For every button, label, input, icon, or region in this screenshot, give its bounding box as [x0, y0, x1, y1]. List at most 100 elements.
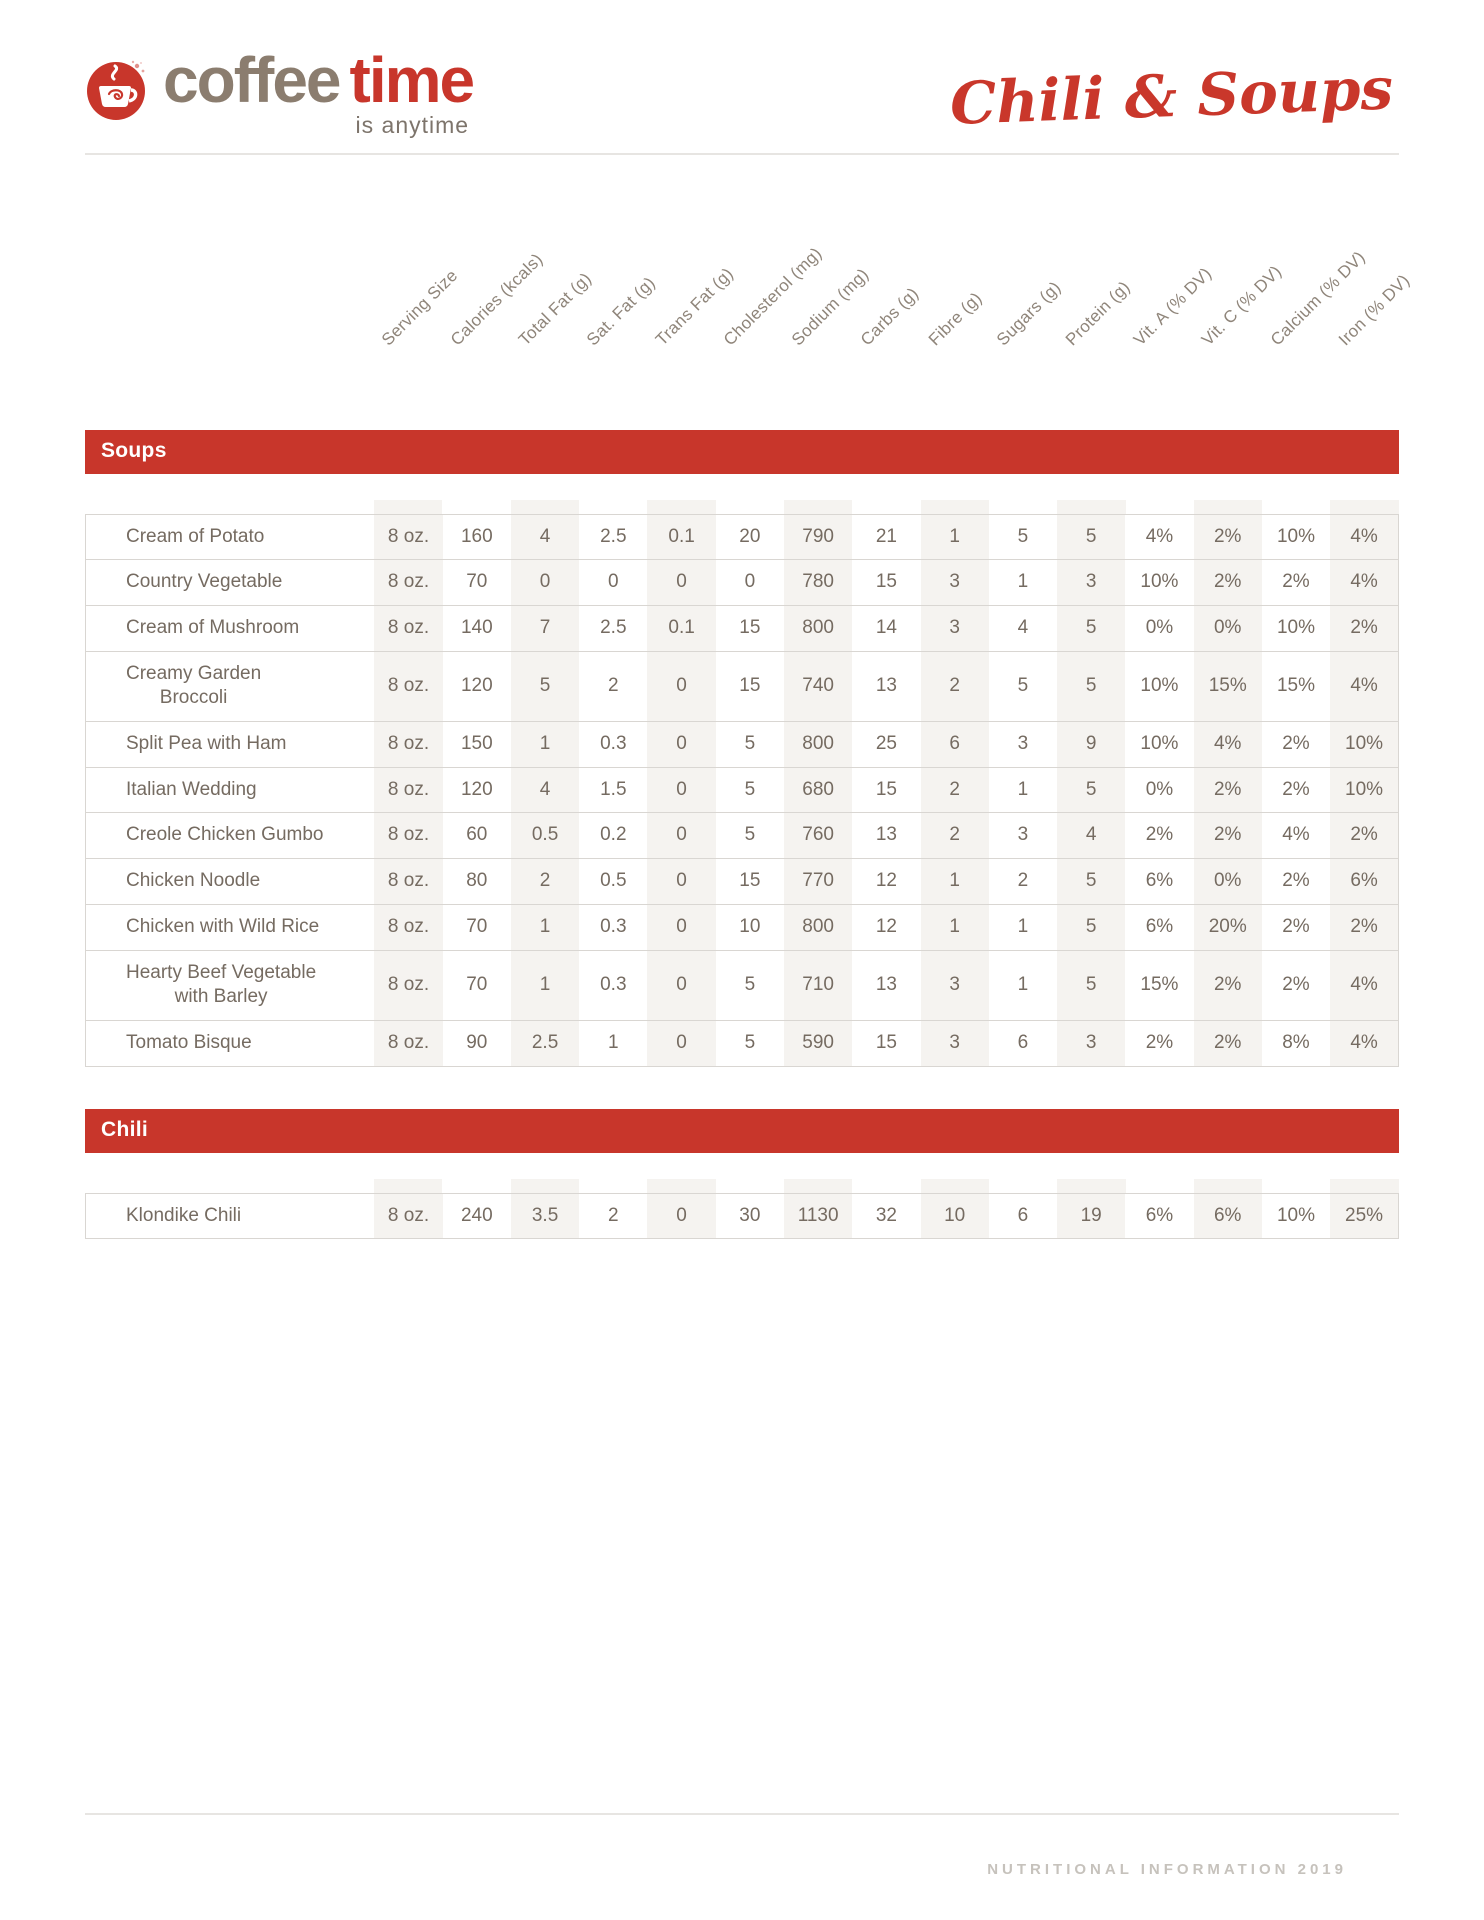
column-header-protein-g: Protein (g): [1061, 277, 1134, 349]
stripe-cell: [783, 1178, 853, 1193]
value-cell: 5: [1057, 858, 1126, 905]
item-name: Split Pea with Ham: [126, 733, 287, 755]
item-name-cell: Chicken with Wild Rice: [85, 903, 375, 951]
value-cell: 1: [988, 559, 1058, 607]
value-cell: 770: [783, 858, 853, 905]
column-header-fibre-g: Fibre (g): [924, 288, 986, 349]
value-cell: 2.5: [579, 605, 648, 652]
value-cell: 2: [920, 650, 989, 723]
value-cell: 150: [442, 721, 511, 768]
value-cell: 4%: [1330, 949, 1399, 1021]
value-cell: 0: [647, 766, 716, 814]
value-cell: 10%: [1125, 721, 1194, 768]
item-name: Hearty Beef Vegetable with Barley: [126, 961, 317, 1008]
value-cell: 680: [783, 766, 853, 814]
column-stripes: [85, 1178, 1399, 1193]
value-cell: 10: [715, 903, 784, 951]
value-cell: 5: [1057, 903, 1126, 951]
value-cell: 5: [1057, 513, 1126, 561]
section-banner-soups: Soups: [85, 429, 1399, 474]
stripe-cell: [852, 500, 920, 514]
logo-word-coffee: coffee: [163, 44, 341, 116]
logo-text: coffee time is anytime: [163, 48, 475, 137]
value-cell: 4: [510, 766, 580, 814]
sections: Soups Cream of Potato 8 oz. 160 4 2.5 0.1 20 79…: [85, 429, 1399, 1240]
value-cell: 6%: [1125, 858, 1194, 905]
item-name-cell: Cream of Mushroom: [85, 605, 375, 652]
value-cell: 5: [715, 766, 784, 814]
section-banner-chili: Chili: [85, 1108, 1399, 1153]
value-cell: 10%: [1261, 513, 1331, 561]
value-cell: 2%: [1261, 559, 1331, 607]
value-cell: 8 oz.: [374, 766, 443, 814]
value-cell: 60: [442, 812, 511, 860]
value-cell: 8 oz.: [374, 650, 443, 723]
stripe-cell: [1193, 1178, 1263, 1193]
table-row: Chicken Noodle 8 oz. 80 2 0.5 0 15 770 12 1 2 5 6% 0%…: [85, 858, 1399, 905]
value-cell: 1: [988, 903, 1058, 951]
item-name-cell: Italian Wedding: [85, 766, 375, 814]
table-row: Cream of Potato 8 oz. 160 4 2.5 0.1 20 790 21 1 5 5…: [85, 513, 1399, 561]
value-cell: 2%: [1261, 858, 1331, 905]
value-cell: 10%: [1330, 766, 1399, 814]
value-cell: 8 oz.: [374, 1192, 443, 1240]
column-header-sugars-g: Sugars (g): [993, 277, 1065, 349]
value-cell: 740: [783, 650, 853, 723]
value-cell: 0.3: [579, 721, 648, 768]
column-stripes: [85, 499, 1399, 514]
item-name-cell: Country Vegetable: [85, 559, 375, 607]
value-cell: 0.2: [579, 812, 648, 860]
table-row: Cream of Mushroom 8 oz. 140 7 2.5 0.1 15 800 14 3…: [85, 605, 1399, 652]
value-cell: 25: [852, 721, 921, 768]
value-cell: 1: [510, 903, 580, 951]
value-cell: 0.3: [579, 949, 648, 1021]
value-cell: 3: [1057, 1019, 1126, 1067]
value-cell: 15%: [1125, 949, 1194, 1021]
value-cell: 1: [920, 513, 989, 561]
item-name-cell: Klondike Chili: [85, 1192, 375, 1240]
value-cell: 20%: [1193, 903, 1262, 951]
value-cell: 0: [647, 903, 716, 951]
value-cell: 0%: [1193, 858, 1262, 905]
value-cell: 5: [510, 650, 580, 723]
item-name-cell: Cream of Potato: [85, 513, 375, 561]
value-cell: 2%: [1261, 949, 1331, 1021]
value-cell: 13: [852, 650, 921, 723]
value-cell: 760: [783, 812, 853, 860]
value-cell: 2%: [1193, 513, 1262, 561]
value-cell: 4%: [1125, 513, 1194, 561]
value-cell: 0: [647, 559, 716, 607]
value-cell: 70: [442, 903, 511, 951]
stripe-cell: [1330, 499, 1399, 514]
value-cell: 15: [852, 1019, 921, 1067]
value-cell: 2%: [1330, 812, 1399, 860]
value-cell: 1: [988, 766, 1058, 814]
item-name: Italian Wedding: [126, 778, 257, 800]
value-cell: 8 oz.: [374, 903, 443, 951]
value-cell: 5: [715, 1019, 784, 1067]
stripe-cell: [920, 499, 989, 514]
value-cell: 3: [920, 949, 989, 1021]
coffee-cup-icon: [85, 56, 151, 122]
value-cell: 20: [715, 513, 784, 561]
value-cell: 5: [988, 650, 1058, 723]
stripe-cell: [716, 500, 784, 514]
table-row: Country Vegetable 8 oz. 70 0 0 0 0 780 15 3 1 3 10% 2…: [85, 559, 1399, 607]
item-name-cell: Split Pea with Ham: [85, 721, 375, 768]
value-cell: 1: [988, 949, 1058, 1021]
value-cell: 5: [715, 812, 784, 860]
value-cell: 8 oz.: [374, 721, 443, 768]
coffee-time-logo: coffee time is anytime: [85, 48, 475, 137]
value-cell: 1: [579, 1019, 648, 1067]
value-cell: 4%: [1330, 1019, 1399, 1067]
value-cell: 0: [647, 721, 716, 768]
value-cell: 15: [852, 559, 921, 607]
stripe-cell: [1330, 1178, 1399, 1193]
value-cell: 1: [920, 858, 989, 905]
value-cell: 5: [1057, 650, 1126, 723]
value-cell: 15%: [1261, 650, 1331, 723]
item-name: Cream of Mushroom: [126, 617, 300, 639]
value-cell: 0: [647, 812, 716, 860]
value-cell: 8 oz.: [374, 812, 443, 860]
value-cell: 2%: [1193, 559, 1262, 607]
